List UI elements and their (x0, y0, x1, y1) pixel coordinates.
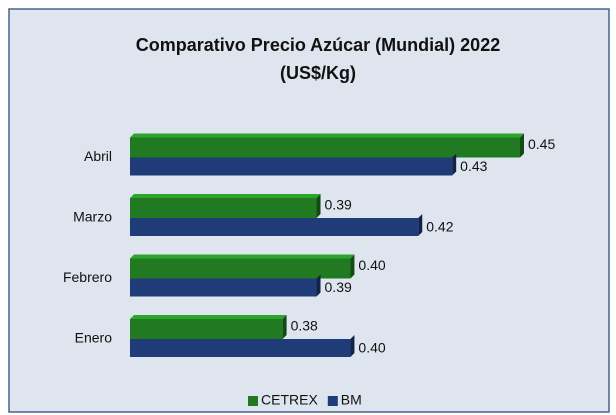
bar (130, 319, 283, 339)
bar (130, 218, 419, 236)
bar-side (316, 194, 321, 218)
data-label: 0.39 (325, 279, 352, 295)
bar-side (520, 133, 524, 158)
bar-top (130, 315, 287, 319)
bar (130, 339, 351, 357)
legend-label: BM (341, 392, 362, 408)
bar-side (282, 315, 287, 339)
chart-subtitle: (US$/Kg) (280, 63, 356, 83)
legend-swatch (248, 396, 258, 406)
data-label: 0.43 (460, 158, 487, 174)
chart-title: Comparativo Precio Azúcar (Mundial) 2022 (136, 35, 500, 55)
bar (130, 137, 520, 158)
bar (130, 278, 317, 297)
y-tick-label: Marzo (73, 209, 112, 225)
data-label: 0.42 (426, 219, 453, 235)
data-label: 0.39 (325, 197, 352, 213)
bar-side (316, 274, 321, 297)
bar-top (130, 194, 321, 198)
data-label: 0.40 (358, 340, 385, 356)
bar-side (350, 254, 355, 279)
bar (130, 198, 317, 218)
bar-top (130, 133, 524, 138)
y-tick-label: Abril (84, 148, 112, 164)
y-tick-label: Enero (75, 330, 113, 346)
legend-label: CETREX (261, 392, 318, 408)
bar (130, 157, 453, 176)
data-label: 0.40 (358, 257, 385, 273)
bar-side (350, 335, 355, 357)
bar-side (418, 214, 423, 236)
legend-swatch (327, 396, 338, 406)
bar-top (130, 254, 355, 259)
data-label: 0.38 (291, 318, 318, 334)
bar-side (452, 153, 457, 176)
y-tick-label: Febrero (63, 269, 112, 285)
bar (130, 258, 351, 279)
data-label: 0.45 (528, 136, 555, 152)
